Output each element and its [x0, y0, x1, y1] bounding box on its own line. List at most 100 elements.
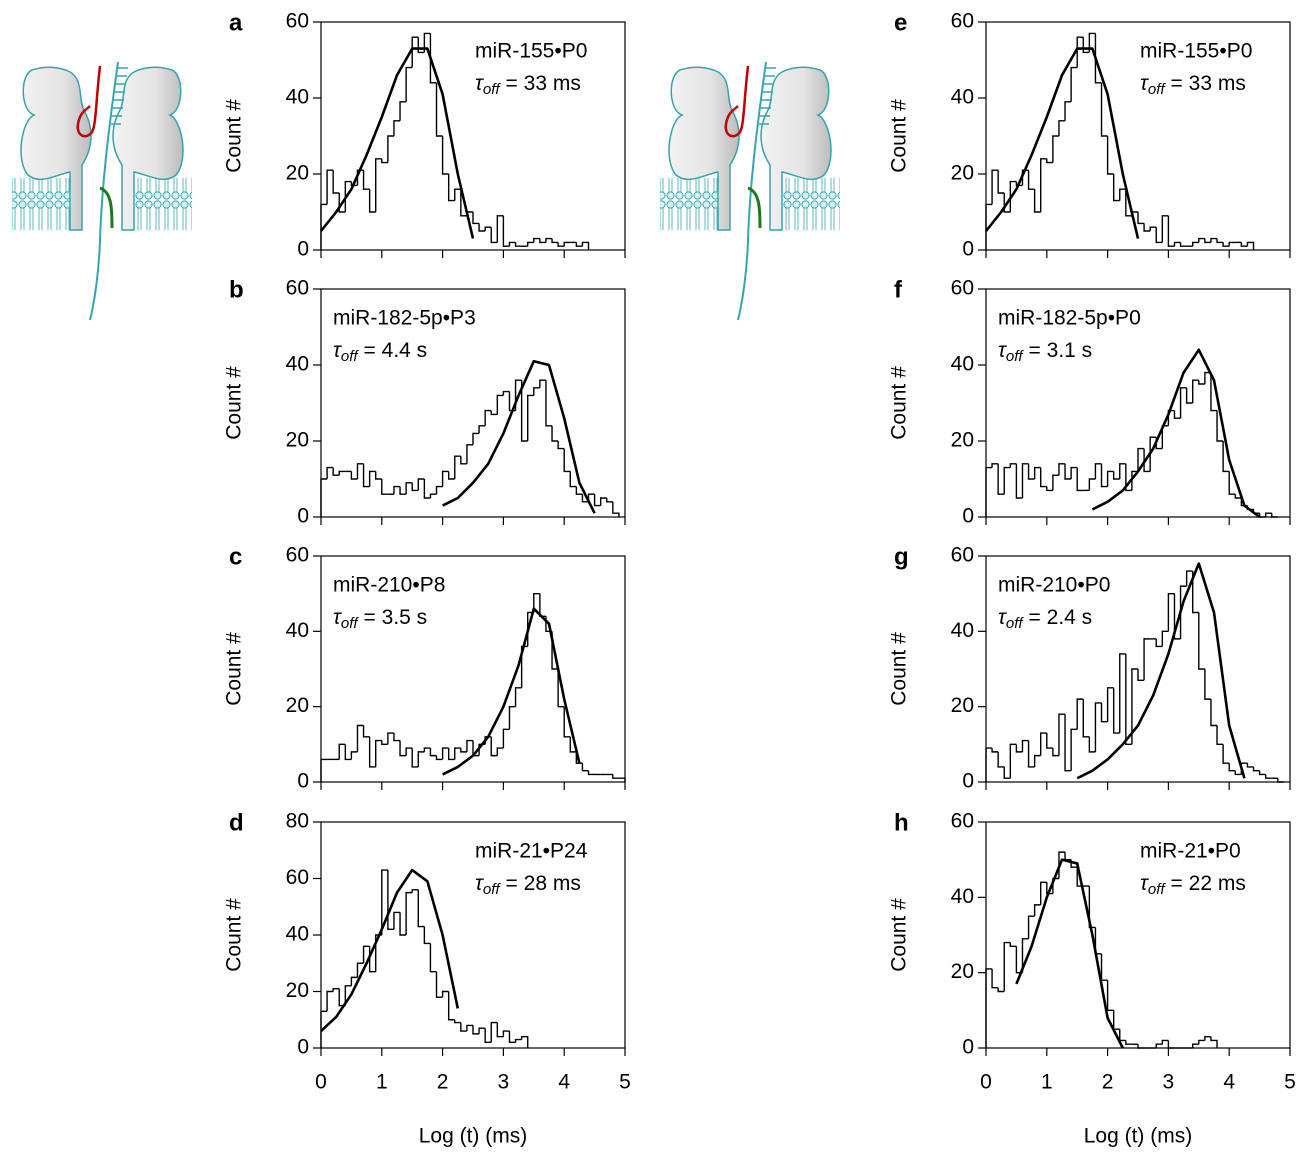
panel-letter: d — [229, 809, 244, 836]
y-tick-label: 60 — [951, 10, 974, 33]
x-tick-label: 0 — [315, 1071, 327, 1094]
histogram-bin — [1137, 212, 1145, 225]
histogram-bin — [1033, 189, 1041, 213]
histogram-bin — [356, 724, 364, 752]
histogram-bin — [411, 482, 419, 492]
histogram-bin — [1264, 512, 1272, 517]
panel-letter: g — [894, 543, 909, 570]
histogram-bin — [1198, 380, 1205, 385]
histogram-bin — [344, 985, 352, 1006]
histogram-bin — [1033, 904, 1041, 917]
tau-label: τoff = 4.4 s — [333, 339, 427, 365]
panel-letter: e — [894, 9, 907, 36]
nanopore-diagram — [658, 60, 842, 322]
histogram-bin — [1088, 32, 1096, 53]
histogram-bin — [1046, 733, 1053, 749]
annotation: miR-182-5p•P0 — [998, 307, 1141, 330]
tau-label: τoff = 3.5 s — [333, 606, 427, 632]
histogram-bin — [1119, 653, 1126, 734]
fit-curve — [1076, 562, 1246, 780]
histogram-bin — [460, 189, 467, 217]
histogram-bin — [350, 751, 358, 760]
tau-subscript: off — [483, 81, 502, 98]
histogram-bin — [1015, 181, 1023, 187]
histogram-bin — [1064, 714, 1072, 772]
histogram-bin — [1015, 744, 1023, 753]
histogram-bin — [997, 987, 1005, 993]
histogram-bin — [441, 470, 449, 487]
y-tick-label: 0 — [297, 238, 309, 261]
histogram-bin — [484, 1028, 492, 1044]
histogram-bin — [423, 747, 431, 752]
histogram-bin — [1088, 478, 1096, 491]
histogram-bin — [1100, 953, 1108, 981]
histogram-bin — [368, 736, 376, 768]
histogram-bin — [381, 869, 388, 935]
histogram-bin — [1046, 486, 1053, 492]
histogram-bin — [581, 494, 589, 503]
histogram-bin — [362, 463, 370, 488]
y-axis-label: Count # — [223, 99, 246, 173]
plot-frame — [985, 288, 1291, 518]
tau-symbol: τ — [333, 606, 342, 629]
histogram-bin — [478, 223, 486, 232]
histogram-bin — [1137, 1044, 1145, 1049]
histogram-bin — [1112, 174, 1120, 202]
histogram-bin — [490, 410, 498, 416]
histogram-bin — [1216, 725, 1224, 746]
tau-label: τoff = 22 ms — [1140, 872, 1246, 898]
panel-letter: b — [229, 276, 244, 303]
histogram-bin — [447, 471, 455, 480]
histogram-bin — [1088, 886, 1096, 929]
histogram-bin — [1009, 180, 1017, 212]
histogram-bin — [375, 471, 382, 480]
histogram-bin — [1082, 699, 1090, 738]
histogram-bin — [338, 193, 346, 213]
histogram-bin — [447, 991, 455, 1021]
histogram-bin — [1264, 774, 1272, 779]
y-tick-label: 60 — [286, 10, 309, 33]
histogram-bin — [1234, 770, 1242, 776]
nanopore-diagram — [10, 60, 194, 322]
histogram-bin — [1064, 852, 1072, 861]
histogram-bin — [393, 733, 401, 742]
tau-value: = 33 ms — [506, 72, 581, 95]
plot-frame — [985, 821, 1291, 1049]
histogram-bin — [1082, 37, 1090, 54]
y-tick-label: 60 — [951, 810, 974, 833]
tau-value: = 3.1 s — [1029, 339, 1093, 362]
x-tick-label: 3 — [1163, 1071, 1175, 1094]
histogram-bin — [569, 736, 577, 753]
plot-frame — [985, 21, 1291, 251]
histogram-bin — [1058, 713, 1066, 756]
y-tick-label: 40 — [286, 619, 309, 642]
y-tick-label: 40 — [286, 923, 309, 946]
tau-symbol: τ — [475, 72, 484, 95]
y-tick-label: 20 — [286, 979, 309, 1002]
histogram-bin — [991, 968, 999, 989]
histogram-bin — [344, 180, 352, 212]
histogram-bin — [411, 36, 419, 68]
histogram-bin — [551, 425, 559, 442]
histogram-bin — [618, 777, 626, 782]
annotation: miR-155•P0 — [1140, 40, 1252, 63]
histogram-bin — [1252, 766, 1260, 772]
histogram-bin — [356, 962, 364, 978]
histogram-bin — [612, 501, 620, 517]
histogram-bin — [454, 188, 461, 201]
histogram-bin — [387, 732, 394, 745]
histogram-bin — [1064, 101, 1072, 121]
histogram-bin — [1027, 740, 1035, 768]
histogram-bin — [575, 242, 583, 247]
histogram-bin — [1179, 242, 1187, 247]
histogram-bin — [405, 891, 413, 935]
histogram-bin — [1228, 763, 1236, 772]
histogram-bin — [1040, 158, 1047, 212]
histogram-bin — [557, 242, 565, 247]
histogram-bin — [1070, 466, 1078, 479]
histogram-bin — [539, 238, 546, 244]
histogram-bin — [1173, 410, 1181, 419]
histogram-bin — [1088, 736, 1096, 753]
histogram-bin — [1192, 241, 1199, 247]
